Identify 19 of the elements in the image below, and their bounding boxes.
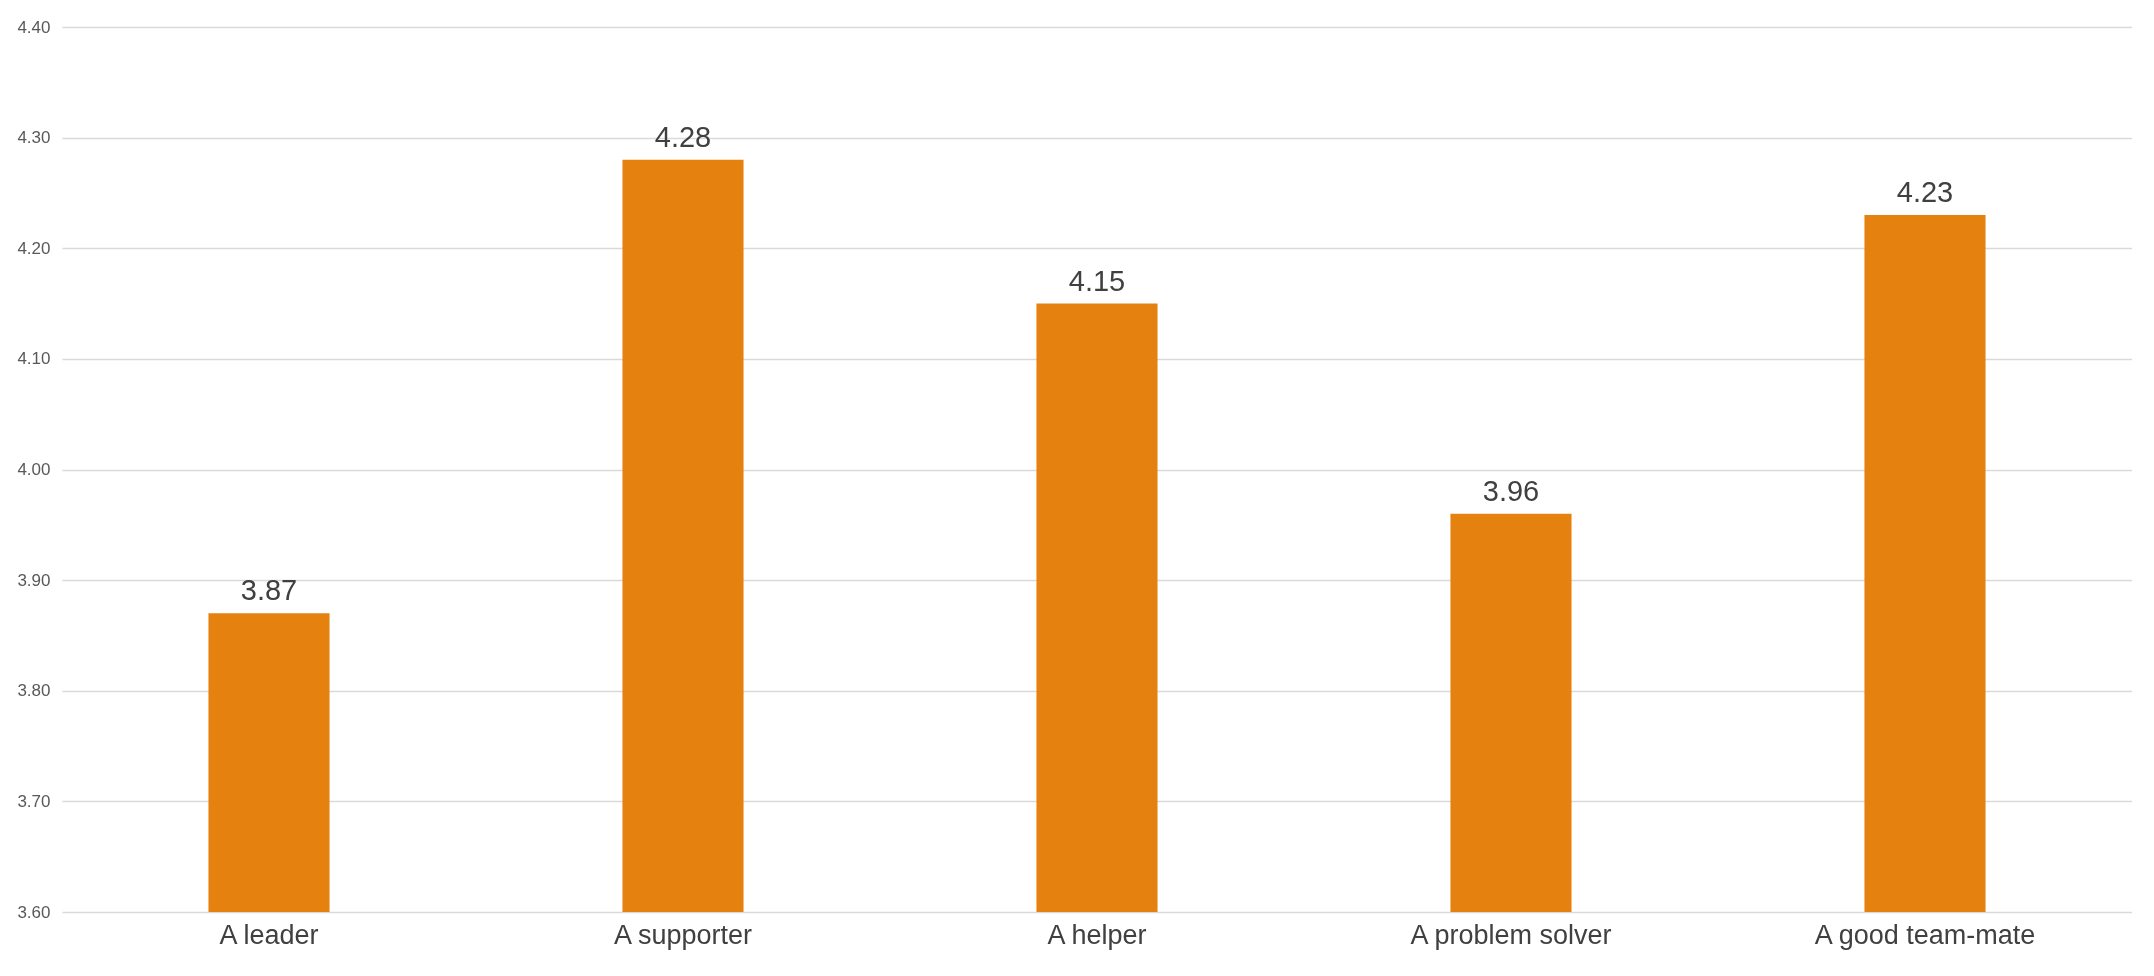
x-tick-label: A helper bbox=[1047, 919, 1147, 950]
y-tick-label: 4.30 bbox=[17, 128, 51, 148]
y-tick-label: 3.60 bbox=[17, 902, 51, 922]
x-tick-label: A supporter bbox=[613, 919, 753, 950]
y-tick-label: 4.20 bbox=[17, 238, 51, 258]
data-label: 4.28 bbox=[654, 120, 712, 153]
x-tick-label: A leader bbox=[219, 919, 319, 950]
y-tick-label: 4.10 bbox=[17, 349, 51, 369]
y-tick-label: 3.80 bbox=[17, 681, 51, 701]
y-tick-label: 3.70 bbox=[17, 791, 51, 811]
data-label: 3.87 bbox=[240, 574, 298, 607]
data-label: 3.96 bbox=[1482, 474, 1540, 507]
y-tick-label: 4.00 bbox=[17, 460, 51, 479]
data-label: 4.23 bbox=[1896, 176, 1954, 209]
data-label: 4.15 bbox=[1068, 264, 1126, 297]
x-tick-label: A good team-mate bbox=[1814, 919, 2036, 950]
y-tick-label: 3.90 bbox=[17, 570, 51, 590]
x-tick-label: A problem solver bbox=[1410, 919, 1612, 950]
y-tick-label: 4.40 bbox=[17, 17, 51, 37]
